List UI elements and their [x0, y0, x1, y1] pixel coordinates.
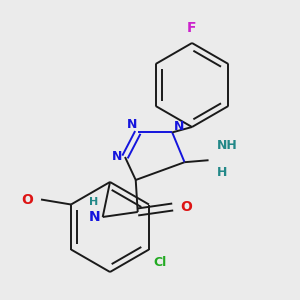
Text: H: H — [89, 197, 99, 207]
Text: NH: NH — [217, 139, 237, 152]
Text: N: N — [174, 120, 184, 134]
Text: N: N — [127, 118, 137, 130]
Text: N: N — [89, 210, 101, 224]
Text: N: N — [112, 151, 122, 164]
Text: O: O — [21, 193, 33, 206]
Text: F: F — [187, 21, 197, 35]
Text: H: H — [217, 166, 227, 179]
Text: Cl: Cl — [153, 256, 166, 268]
Text: O: O — [181, 200, 193, 214]
